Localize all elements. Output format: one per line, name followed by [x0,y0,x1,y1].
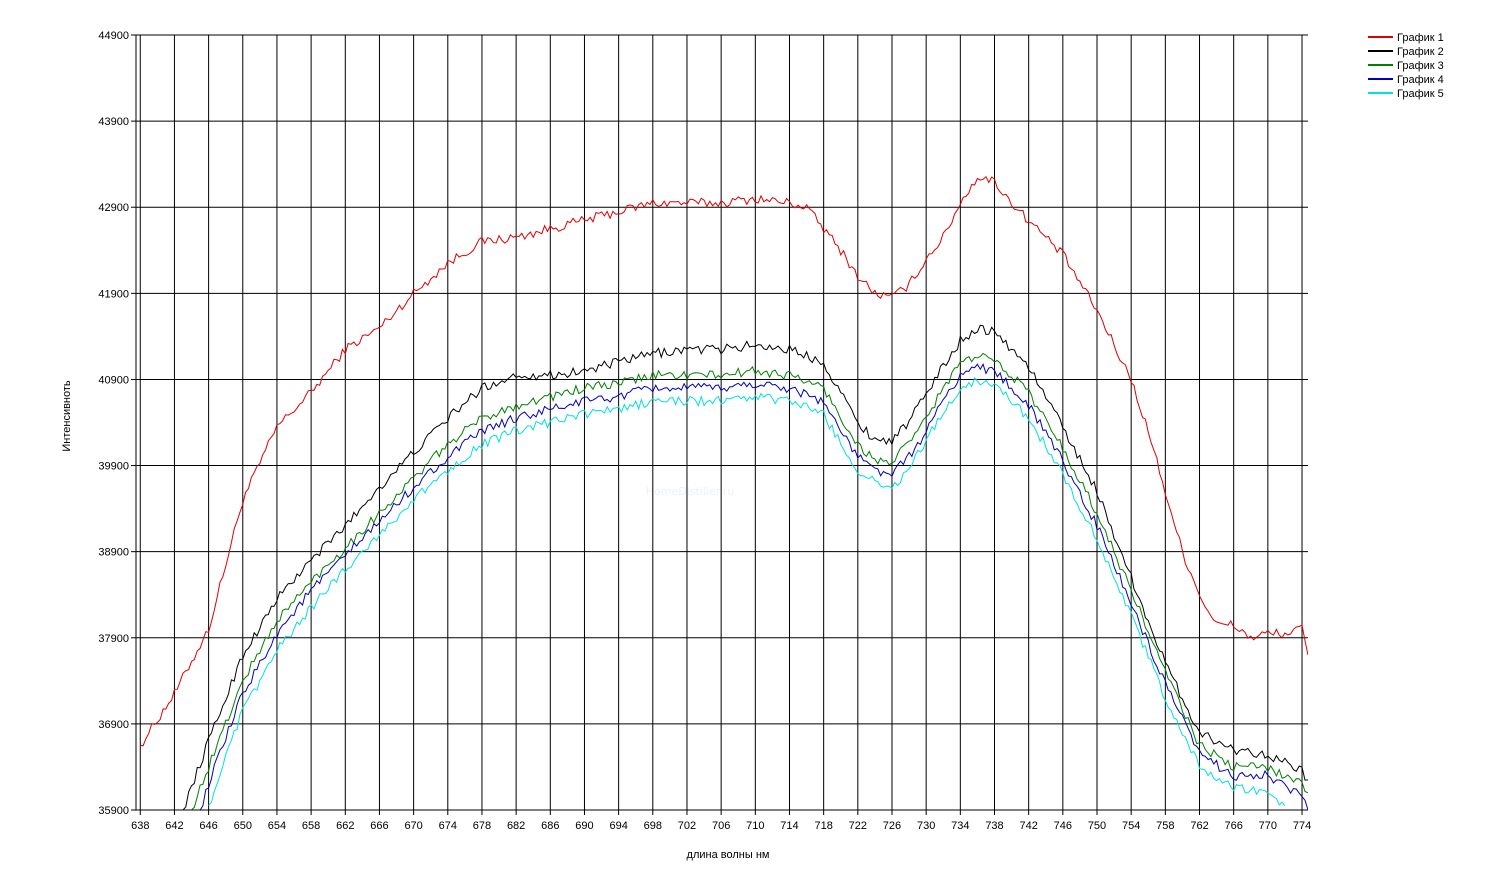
x-tick-label: 650 [234,820,252,832]
legend-label: График 2 [1397,46,1444,58]
axes [131,34,1308,815]
x-tick-label: 666 [370,820,388,832]
x-tick-label: 742 [1019,820,1037,832]
legend-label: График 1 [1397,32,1444,44]
x-tick-label: 774 [1293,820,1311,832]
legend-label: График 3 [1397,60,1444,72]
y-axis-title: Интенсивноть [61,380,73,452]
x-tick-label: 678 [473,820,491,832]
legend-item-3[interactable]: График 3 [1368,60,1444,72]
y-tick-label: 42900 [98,202,129,214]
x-tick-label: 670 [404,820,422,832]
x-tick-label: 694 [609,820,627,832]
series-lines [140,176,1308,810]
legend[interactable]: График 1 График 2 График 3 График 4 График 5 [1368,32,1444,100]
x-tick-label: 754 [1122,820,1140,832]
x-tick-label: 730 [917,820,935,832]
y-tick-label: 40900 [98,374,129,386]
series-line-1 [140,176,1308,747]
x-tick-label: 750 [1088,820,1106,832]
series-line-3 [191,352,1308,810]
x-tick-label: 638 [131,820,149,832]
x-tick-label: 770 [1259,820,1277,832]
series-line-4 [199,363,1308,810]
x-axis-title: длина волны нм [687,849,770,861]
x-tick-label: 710 [746,820,764,832]
x-tick-label: 738 [985,820,1003,832]
tick-labels: 638 642 646 650 654 658 662 666 670 674 678 682 686 6… [98,30,1311,832]
y-tick-label: 37900 [98,633,129,645]
x-tick-label: 642 [165,820,183,832]
y-tick-label: 38900 [98,547,129,559]
y-tick-label: 41900 [98,288,129,300]
x-tick-label: 702 [678,820,696,832]
x-tick-label: 722 [849,820,867,832]
legend-item-5[interactable]: График 5 [1368,88,1444,100]
x-tick-label: 674 [439,820,457,832]
x-tick-label: 682 [507,820,525,832]
y-tick-label: 44900 [98,30,129,42]
x-tick-label: 698 [644,820,662,832]
legend-item-1[interactable]: График 1 [1368,32,1444,44]
grid [136,34,1308,811]
x-tick-label: 762 [1190,820,1208,832]
y-tick-label: 35900 [98,805,129,817]
series-line-2 [182,324,1308,810]
x-tick-label: 690 [575,820,593,832]
legend-item-4[interactable]: График 4 [1368,74,1444,86]
x-tick-label: 766 [1225,820,1243,832]
x-tick-label: 734 [951,820,969,832]
watermark-text: HomeDistiller.ru [646,485,735,498]
y-tick-label: 36900 [98,719,129,731]
legend-label: График 5 [1397,88,1444,100]
legend-label: График 4 [1397,74,1444,86]
x-tick-label: 706 [712,820,730,832]
y-tick-label: 43900 [98,116,129,128]
legend-item-2[interactable]: График 2 [1368,46,1444,58]
x-tick-label: 646 [199,820,217,832]
x-tick-label: 654 [268,820,286,832]
x-tick-label: 662 [336,820,354,832]
x-tick-label: 714 [780,820,798,832]
x-tick-label: 746 [1054,820,1072,832]
series-line-5 [208,376,1286,807]
x-tick-label: 686 [541,820,559,832]
x-tick-label: 718 [814,820,832,832]
x-tick-label: 758 [1156,820,1174,832]
x-tick-label: 726 [883,820,901,832]
y-tick-label: 39900 [98,461,129,473]
x-tick-label: 658 [302,820,320,832]
